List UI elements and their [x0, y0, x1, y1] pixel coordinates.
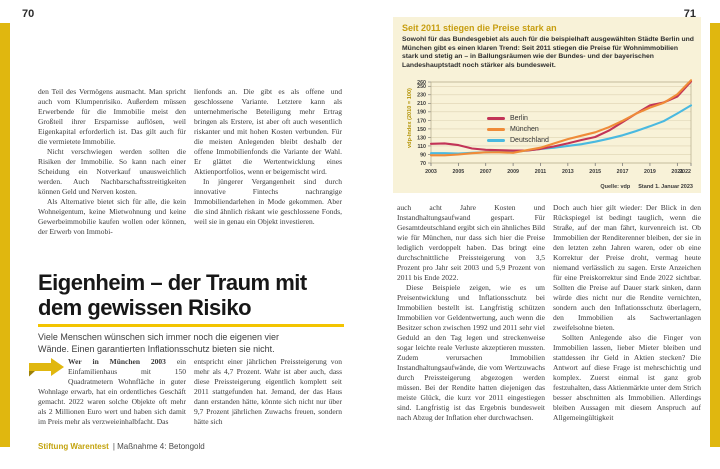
paragraph: lienfonds an. Die gibt es als offene und…: [194, 87, 342, 176]
page-number-left: 70: [22, 8, 35, 20]
svg-text:2021: 2021: [671, 169, 683, 175]
page-footer: Stiftung Warentest | Maßnahme 4: Betongol…: [38, 442, 205, 451]
footer-brand: Stiftung Warentest: [38, 442, 109, 451]
svg-text:260: 260: [417, 80, 426, 86]
headline-rule: [38, 324, 344, 327]
chart-source: Quelle: vdp Stand 1. Januar 2023: [592, 184, 693, 190]
left-page-column-1: den Teil des Vermögens ausmacht. Man spr…: [38, 87, 186, 237]
intro-paragraph: Wer in München 2003 ein Einfamilienhaus …: [29, 357, 186, 427]
svg-text:130: 130: [417, 135, 426, 141]
legend-label: Deutschland: [510, 137, 549, 144]
paragraph: auch acht Jahre Kosten und Instandhaltun…: [397, 203, 545, 282]
chart-legend: Berlin München Deutschland: [487, 113, 549, 146]
chart-panel: Seit 2011 stiegen die Preise stark an So…: [393, 17, 701, 193]
svg-text:230: 230: [417, 93, 426, 99]
svg-text:170: 170: [417, 118, 426, 124]
paragraph: Sollten Anlegende also die Finger von Im…: [553, 333, 701, 422]
svg-text:2022: 2022: [679, 169, 691, 175]
legend-label: Berlin: [510, 115, 528, 122]
svg-text:2011: 2011: [535, 169, 547, 175]
paragraph: Als Alternative bietet sich für alle, di…: [38, 197, 186, 236]
legend-swatch-icon: [487, 127, 505, 132]
intro-lead-bold: Wer in München 2003: [68, 357, 166, 366]
svg-text:2007: 2007: [480, 169, 492, 175]
chart-stand-text: Stand 1. Januar 2023: [638, 184, 693, 190]
right-page-column-1: auch acht Jahre Kosten und Instandhaltun…: [397, 203, 545, 423]
legend-item: Berlin: [487, 113, 549, 124]
article-standfirst: Viele Menschen wünschen sich immer noch …: [38, 332, 279, 354]
svg-text:70: 70: [420, 161, 426, 167]
chart-title: Seit 2011 stiegen die Preise stark an: [402, 23, 557, 33]
svg-text:2015: 2015: [589, 169, 601, 175]
svg-text:250: 250: [417, 84, 426, 90]
svg-text:2017: 2017: [617, 169, 629, 175]
legend-swatch-icon: [487, 116, 505, 121]
legend-label: München: [510, 126, 539, 133]
chart-subtitle: Sowohl für das Bundesgebiet als auch für…: [402, 36, 694, 70]
paragraph: entspricht einer jährlichen Preissteiger…: [194, 357, 342, 426]
svg-text:150: 150: [417, 127, 426, 133]
svg-text:2013: 2013: [562, 169, 574, 175]
intro-column-2: entspricht einer jährlichen Preissteiger…: [194, 357, 342, 427]
intro-column: Wer in München 2003 ein Einfamilienhaus …: [29, 357, 186, 427]
chart-source-text: Quelle: vdp: [600, 184, 631, 190]
page-edge-bar-right: [710, 23, 720, 447]
paragraph: In jüngerer Vergangenheit sind durch inn…: [194, 177, 342, 226]
arrow-right-icon: [28, 357, 68, 378]
paragraph: Nicht verschwiegen werden sollten die Ri…: [38, 147, 186, 196]
svg-text:190: 190: [417, 110, 426, 116]
svg-text:2019: 2019: [644, 169, 656, 175]
page-edge-bar-left: [0, 23, 10, 447]
svg-text:90: 90: [420, 152, 426, 158]
svg-text:2009: 2009: [507, 169, 519, 175]
paragraph: den Teil des Vermögens ausmacht. Man spr…: [38, 87, 186, 146]
left-page-column-2: lienfonds an. Die gibt es als offene und…: [194, 87, 342, 227]
paragraph: Doch auch hier gilt wieder: Der Blick in…: [553, 203, 701, 332]
svg-text:2005: 2005: [452, 169, 464, 175]
legend-item: München: [487, 124, 549, 135]
svg-text:110: 110: [417, 144, 426, 150]
legend-swatch-icon: [487, 138, 505, 143]
right-page-column-2: Doch auch hier gilt wieder: Der Blick in…: [553, 203, 701, 423]
intro-lead-rest: ein Einfamilienhaus mit 150 Quadratmeter…: [38, 357, 186, 426]
footer-chapter: | Maßnahme 4: Betongold: [112, 442, 205, 451]
svg-text:2003: 2003: [425, 169, 437, 175]
svg-text:210: 210: [417, 101, 426, 107]
article-headline: Eigenheim – der Traum mit dem gewissen R…: [38, 270, 307, 320]
legend-item: Deutschland: [487, 135, 549, 146]
paragraph: Diese Beispiele zeigen, wie es um Preise…: [397, 283, 545, 422]
